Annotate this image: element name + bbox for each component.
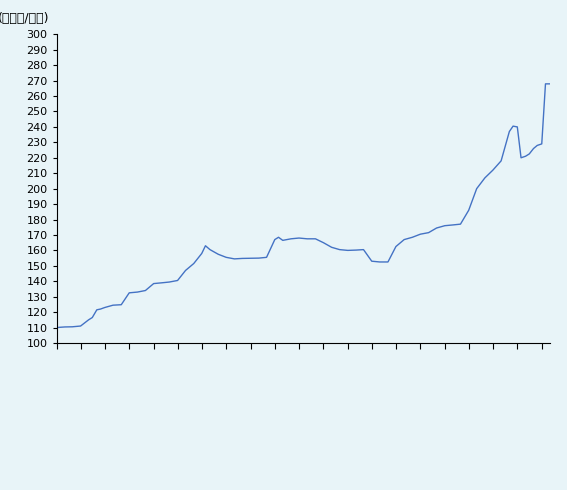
Text: (ルピー/ドル): (ルピー/ドル) [0, 12, 49, 25]
